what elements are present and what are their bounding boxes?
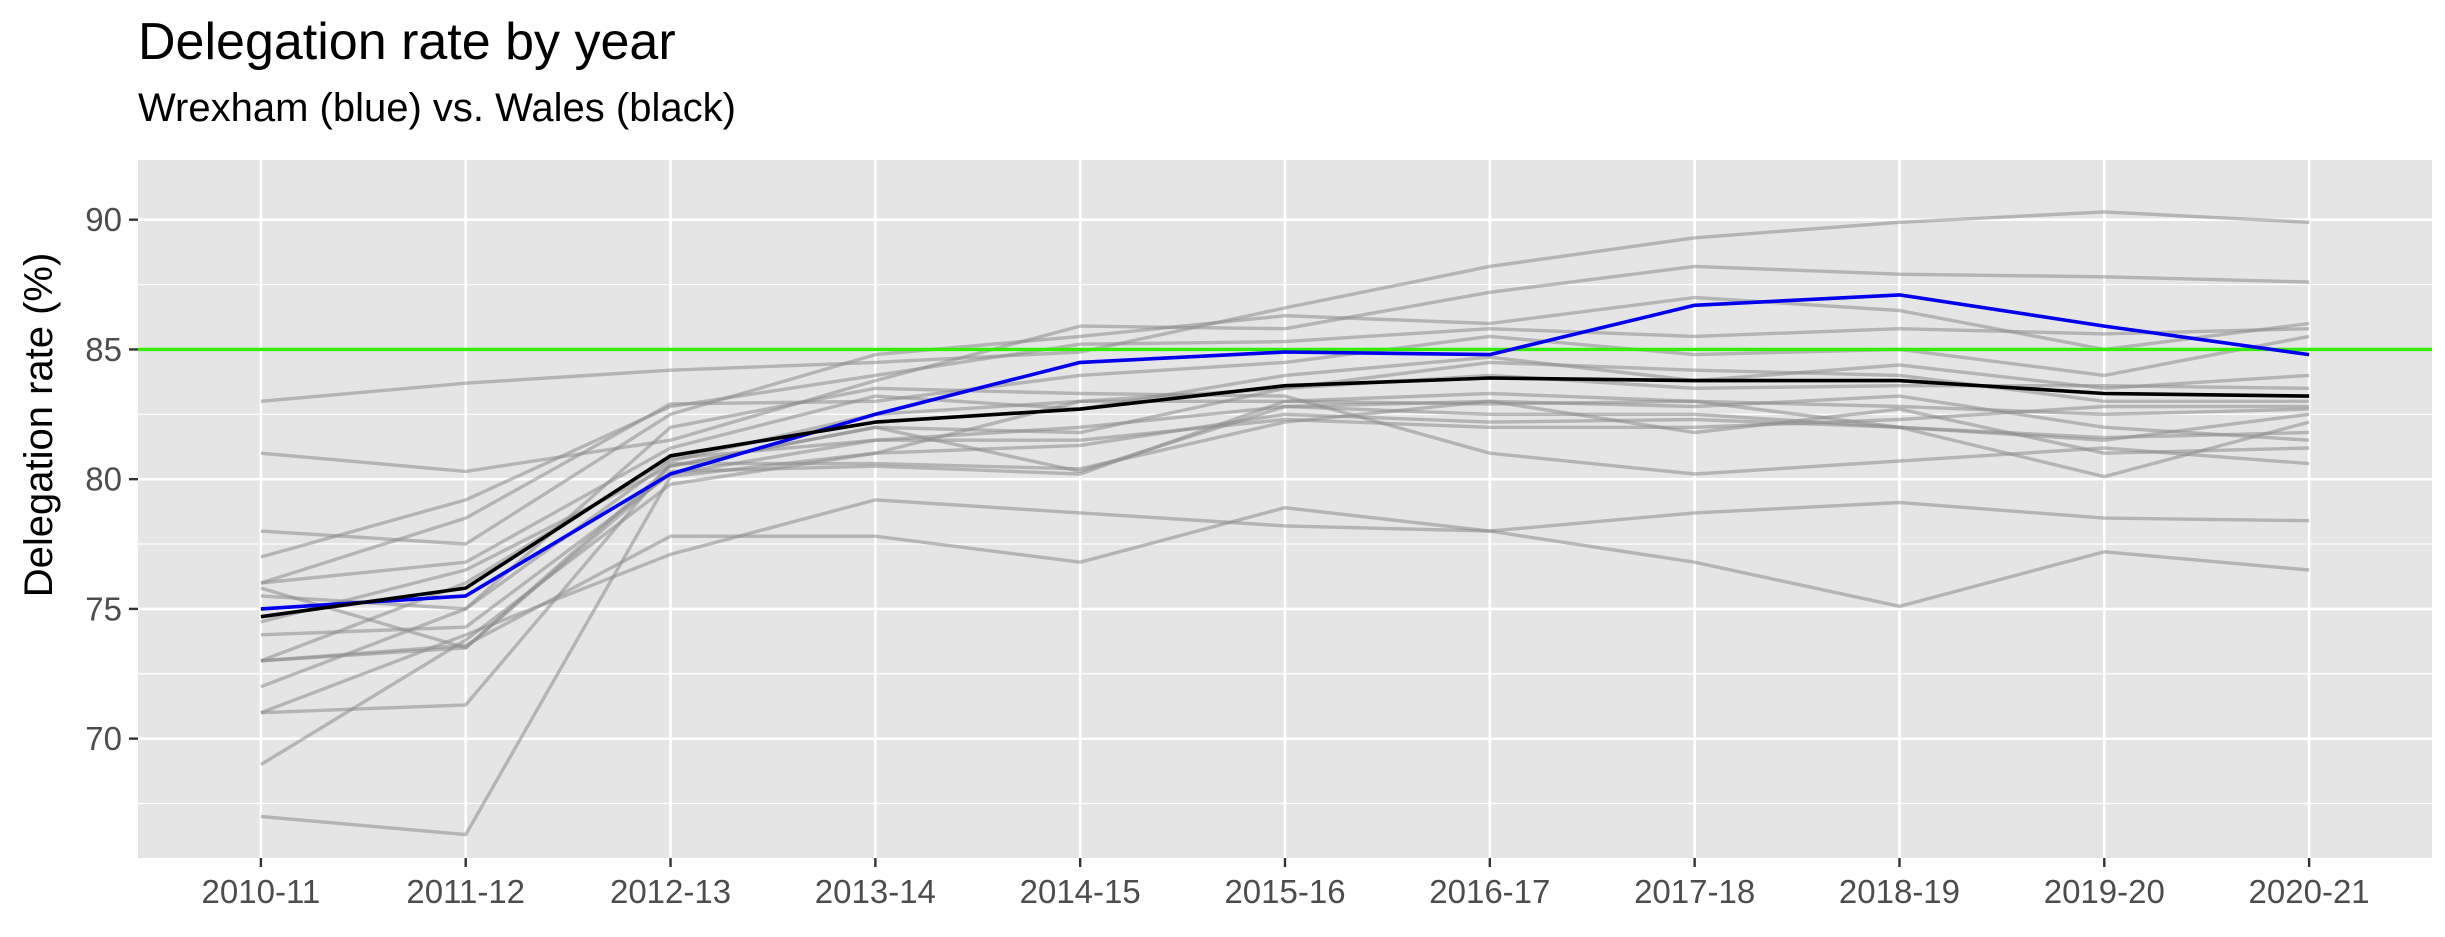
series-line-other-12 — [260, 386, 2310, 689]
series-line-other-3 — [260, 295, 2310, 546]
x-tick-label: 2018-19 — [1839, 873, 1960, 910]
highlighted-lines — [138, 293, 2432, 619]
series-line-other-14 — [260, 412, 2310, 767]
x-tick-label: 2013-14 — [815, 873, 936, 910]
x-tick-label: 2016-17 — [1429, 873, 1550, 910]
x-tick-label: 2017-18 — [1634, 873, 1755, 910]
x-tick-label: 2019-20 — [2044, 873, 2165, 910]
y-tick-label: 80 — [85, 461, 122, 498]
series-line-other-15 — [260, 394, 2310, 650]
series-line-other-13 — [260, 399, 2310, 715]
series-line-other-18 — [260, 399, 2310, 837]
series-line-other-2 — [260, 264, 2310, 474]
y-tick-label: 90 — [85, 201, 122, 238]
x-tick-label: 2015-16 — [1224, 873, 1345, 910]
x-tick-label: 2010-11 — [202, 873, 321, 910]
x-tick-label: 2011-12 — [406, 873, 525, 910]
series-line-other-4 — [260, 327, 2310, 559]
y-tick-label: 75 — [85, 590, 122, 627]
series-line-wales — [260, 376, 2310, 619]
axes: 70 75 80 85 90 2010-11 2011-12 2012-13 2013-14 20… — [85, 201, 2369, 910]
series-line-other-1 — [260, 210, 2310, 403]
y-axis-title: Delegation rate (%) — [17, 253, 61, 598]
series-line-other-17 — [260, 506, 2310, 663]
y-tick-label: 70 — [85, 720, 122, 757]
chart-subtitle: Wrexham (blue) vs. Wales (black) — [138, 86, 736, 130]
y-tick-label: 85 — [85, 331, 122, 368]
x-tick-label: 2014-15 — [1020, 873, 1141, 910]
x-tick-label: 2020-21 — [2249, 873, 2370, 910]
series-line-other-5 — [260, 334, 2310, 585]
chart-title: Delegation rate by year — [138, 13, 676, 71]
series-line-other-16 — [260, 498, 2310, 715]
series-line-wrexham — [260, 293, 2310, 611]
x-tick-label: 2012-13 — [610, 873, 731, 910]
